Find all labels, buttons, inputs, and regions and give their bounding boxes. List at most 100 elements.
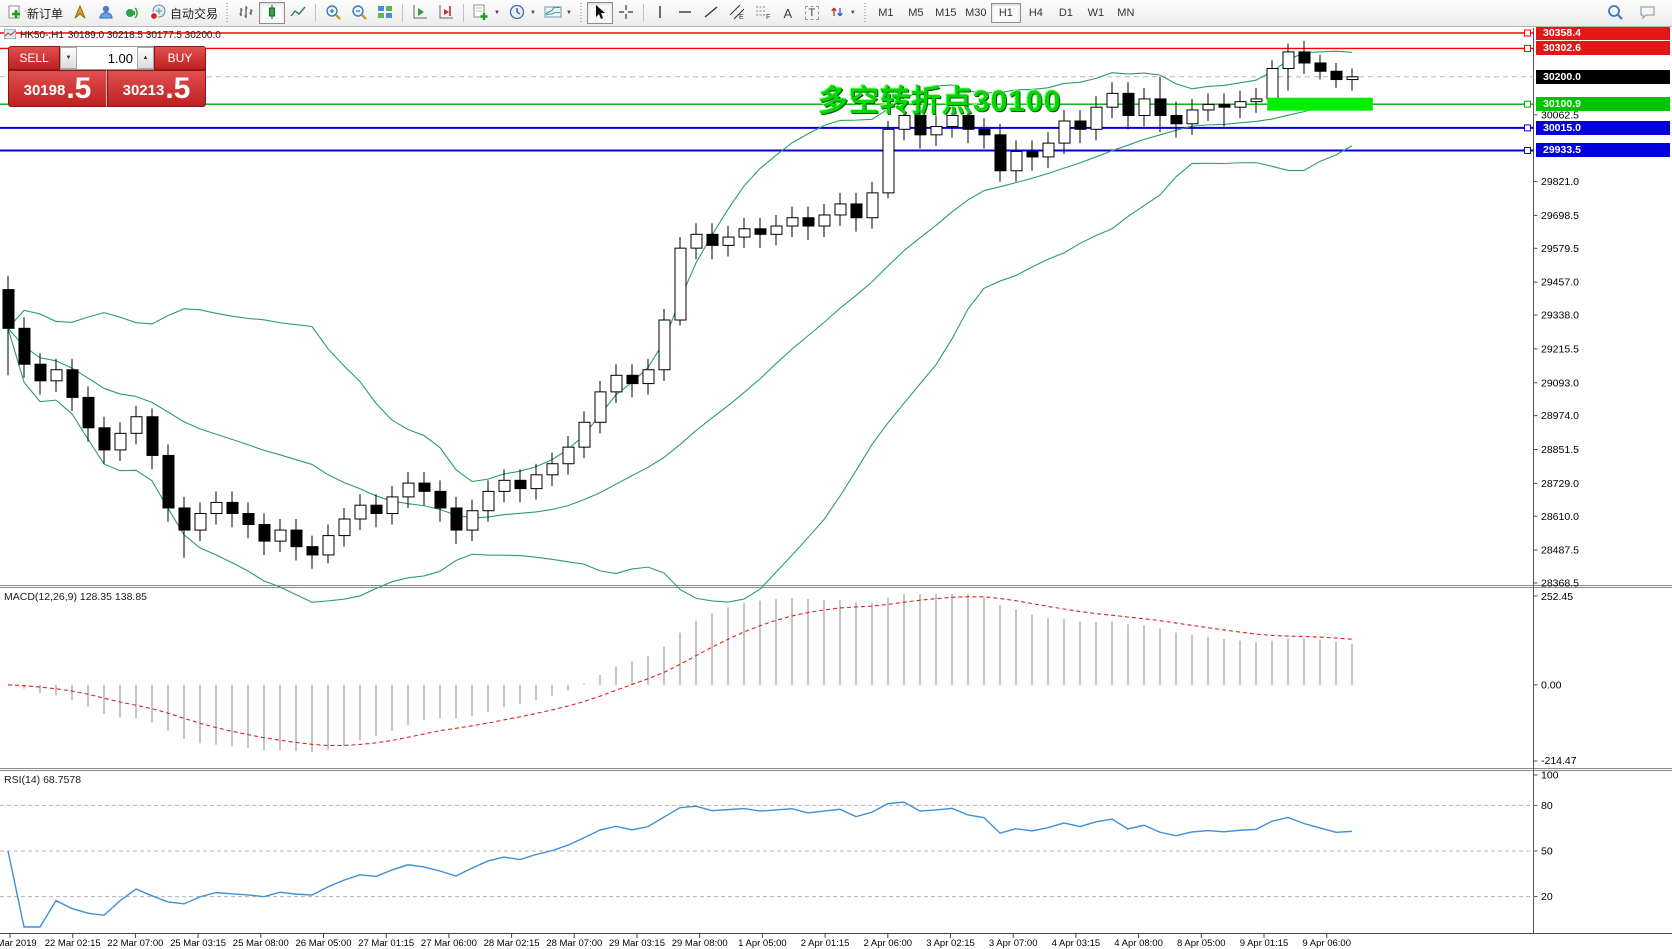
time-axis-label: 8 Apr 05:00 <box>1177 938 1226 949</box>
svg-text:E: E <box>739 14 744 21</box>
candle-body <box>946 114 959 128</box>
candle-body <box>658 319 671 371</box>
buy-price[interactable]: 30213 .5 <box>107 70 206 107</box>
price-level-badge: 30200.0 <box>1536 69 1670 84</box>
new-order-button[interactable]: 新订单 <box>4 2 67 24</box>
crosshair-button[interactable] <box>613 2 639 24</box>
candle-body <box>82 396 95 429</box>
auto-scroll-button[interactable] <box>407 2 433 24</box>
launcher-icon <box>71 3 89 24</box>
zoom-in-button[interactable] <box>320 2 346 24</box>
chat-icon <box>1638 3 1658 24</box>
channel-button[interactable]: E <box>724 2 750 24</box>
candle-body <box>898 114 911 130</box>
macd-scale-label: 0.00 <box>1541 679 1562 691</box>
launcher-button[interactable] <box>67 2 93 24</box>
price-tick-label: 29821.0 <box>1541 176 1579 188</box>
bar-chart-button[interactable] <box>233 2 259 24</box>
timeframe-h4[interactable]: H4 <box>1021 3 1051 23</box>
candle-body <box>610 374 623 393</box>
candle-body <box>2 289 15 329</box>
horizontal-line-button[interactable] <box>672 2 698 24</box>
rsi-line <box>7 801 1353 928</box>
price-level-badge: 30015.0 <box>1536 120 1670 135</box>
line-chart-icon <box>289 3 307 24</box>
cursor-button[interactable] <box>586 2 613 24</box>
candle-body <box>722 236 735 246</box>
time-axis-label: 2 Apr 06:00 <box>863 938 912 949</box>
timeframe-m5[interactable]: M5 <box>901 3 931 23</box>
periods-button[interactable]: ▼ <box>504 2 540 24</box>
text-button[interactable]: A <box>776 2 800 24</box>
bar-chart-icon <box>237 3 255 24</box>
buy-price-main: 30213 <box>122 82 165 99</box>
time-axis-label: 4 Apr 03:15 <box>1052 938 1101 949</box>
timeframe-m15[interactable]: M15 <box>931 3 961 23</box>
autotrading-button[interactable]: 自动交易 <box>145 2 222 24</box>
vertical-line-icon <box>653 3 667 24</box>
candle-body <box>1170 114 1183 125</box>
candle-body <box>1282 51 1295 69</box>
sell-button[interactable]: SELL <box>8 46 60 70</box>
candle-body <box>1314 62 1327 72</box>
chevron-down-icon: ▼ <box>494 10 500 16</box>
timeframe-m1[interactable]: M1 <box>871 3 901 23</box>
chart-shift-button[interactable] <box>433 2 459 24</box>
timeframe-d1[interactable]: D1 <box>1051 3 1081 23</box>
time-axis-label: 2 Apr 01:15 <box>801 938 850 949</box>
autotrading-icon <box>149 3 167 24</box>
time-axis-label: 4 Apr 08:00 <box>1114 938 1163 949</box>
chat-button[interactable] <box>1634 2 1662 24</box>
candle-body <box>642 369 655 385</box>
candle-body <box>402 482 415 498</box>
macd-signal-line <box>7 596 1353 747</box>
timeframe-mn[interactable]: MN <box>1111 3 1141 23</box>
toolbar-grip <box>861 3 869 23</box>
chevron-down-icon: ▼ <box>565 10 572 16</box>
time-axis-label: 25 Mar 08:00 <box>233 938 289 949</box>
buy-price-big: .5 <box>165 72 191 105</box>
candle-body <box>226 501 239 514</box>
fibonacci-button[interactable]: F <box>750 2 776 24</box>
candlestick-chart-button[interactable] <box>259 2 286 24</box>
timeframe-h1[interactable]: H1 <box>990 3 1021 23</box>
symbol-period-label: HK50-,H1 <box>20 30 64 41</box>
bollinger-lower-band <box>7 145 1353 603</box>
volume-decrease-button[interactable]: ▼ <box>60 47 77 69</box>
macd-indicator-label: MACD(12,26,9) 128.35 138.85 <box>4 591 148 603</box>
volume-input[interactable] <box>77 47 137 69</box>
zoom-out-button[interactable] <box>346 2 372 24</box>
arrows-button[interactable]: ▼ <box>824 2 860 24</box>
vertical-line-button[interactable] <box>648 2 672 24</box>
community-button[interactable] <box>93 2 119 24</box>
candle-body <box>770 225 783 235</box>
candle-body <box>578 421 591 448</box>
chart-shift-icon <box>437 3 455 24</box>
line-chart-button[interactable] <box>285 2 311 24</box>
templates-button[interactable]: ▼ <box>540 2 576 24</box>
tile-windows-button[interactable] <box>372 2 398 24</box>
time-axis-label: 3 Apr 07:00 <box>989 938 1038 949</box>
volume-increase-button[interactable]: ▲ <box>137 47 154 69</box>
indicators-button[interactable]: ▼ <box>468 2 504 24</box>
sell-price[interactable]: 30198 .5 <box>8 70 107 107</box>
trendline-button[interactable] <box>698 2 724 24</box>
candle-body <box>434 490 447 509</box>
timeframe-w1[interactable]: W1 <box>1081 3 1111 23</box>
search-icon <box>1606 3 1624 24</box>
time-axis-label: 28 Mar 07:00 <box>546 938 602 949</box>
time-axis-label: 28 Mar 02:15 <box>484 938 540 949</box>
buy-button[interactable]: BUY <box>154 46 206 70</box>
candle-body <box>882 128 895 194</box>
search-button[interactable] <box>1602 2 1628 24</box>
candle-body <box>1266 67 1279 100</box>
chart-annotation-text: 多空转折点30100 <box>818 85 1062 118</box>
candle-body <box>98 427 111 451</box>
sounds-button[interactable] <box>119 2 145 24</box>
price-tick-label: 29698.5 <box>1541 210 1579 222</box>
timeframe-m30[interactable]: M30 <box>961 3 991 23</box>
text-icon: A <box>783 5 793 21</box>
text-label-button[interactable]: T <box>800 2 824 24</box>
level-marker <box>1524 44 1531 52</box>
